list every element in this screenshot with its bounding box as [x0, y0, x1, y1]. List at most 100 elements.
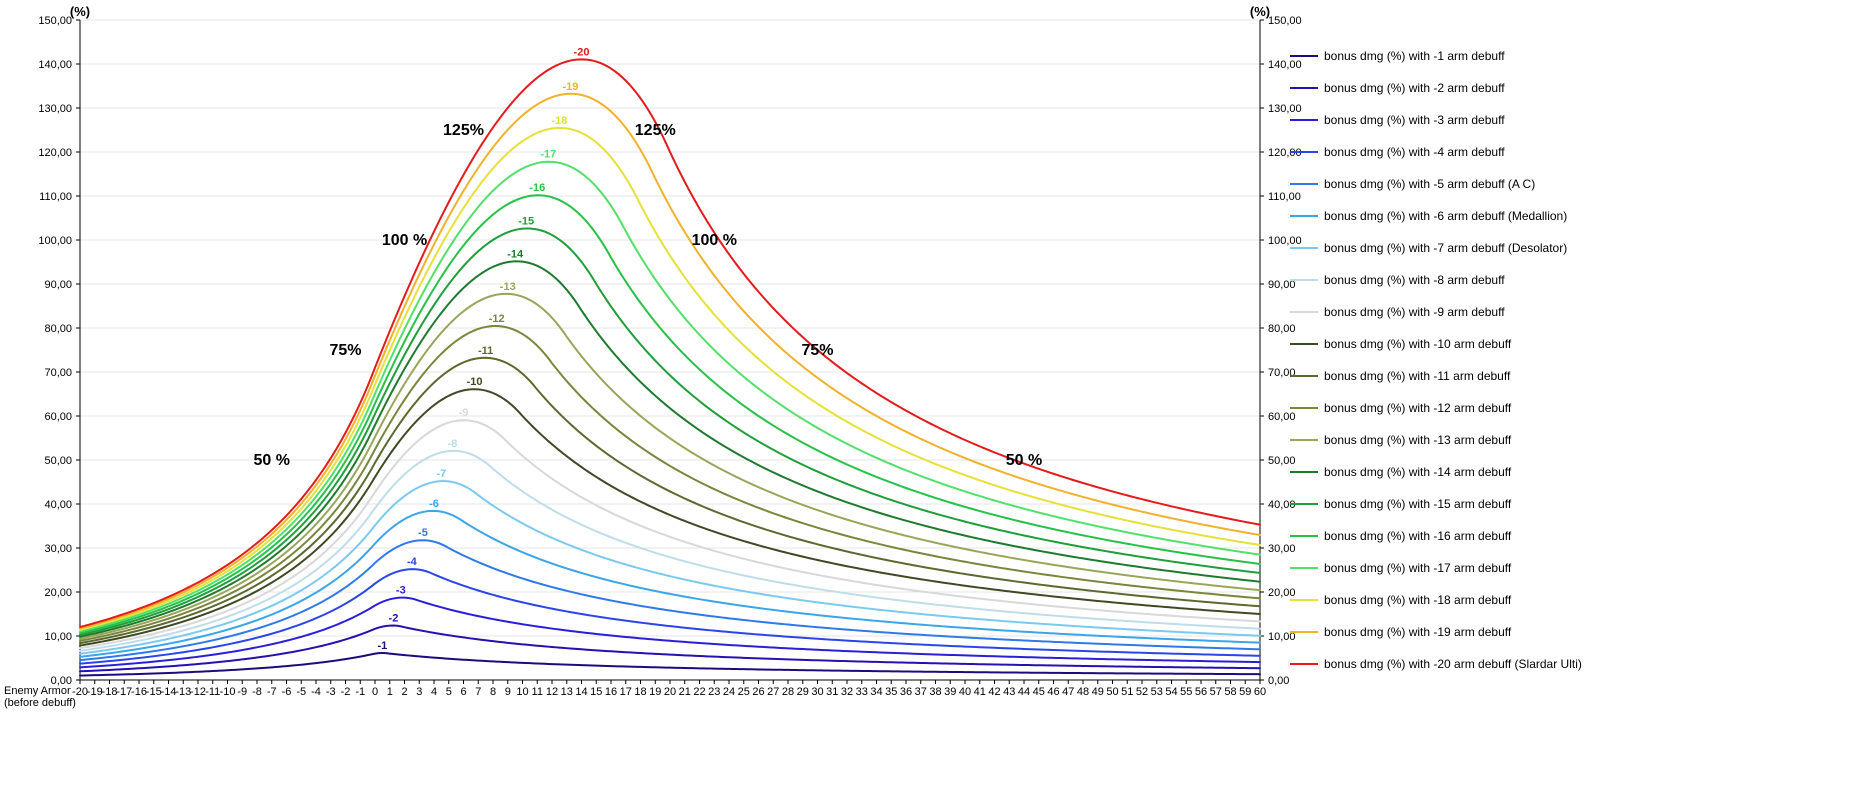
legend-swatch — [1290, 535, 1318, 537]
svg-text:120,00: 120,00 — [38, 147, 72, 159]
svg-text:57: 57 — [1210, 686, 1222, 698]
svg-text:2: 2 — [401, 686, 407, 698]
svg-text:29: 29 — [797, 686, 809, 698]
legend-item: bonus dmg (%) with -7 arm debuff (Desola… — [1290, 232, 1850, 264]
svg-text:Enemy Armor: Enemy Armor — [4, 685, 71, 697]
svg-text:60,00: 60,00 — [44, 411, 72, 423]
svg-text:20: 20 — [664, 686, 676, 698]
svg-text:44: 44 — [1018, 686, 1030, 698]
svg-text:10,00: 10,00 — [44, 631, 72, 643]
series-peak-label-7: -7 — [436, 468, 446, 480]
series-peak-label-11: -11 — [478, 345, 493, 357]
svg-text:5: 5 — [446, 686, 452, 698]
legend-label: bonus dmg (%) with -10 arm debuff — [1324, 337, 1511, 351]
svg-text:13: 13 — [561, 686, 573, 698]
legend-swatch — [1290, 407, 1318, 409]
svg-text:-15: -15 — [146, 686, 162, 698]
svg-text:27: 27 — [767, 686, 779, 698]
svg-text:150,00: 150,00 — [1268, 15, 1302, 27]
legend-label: bonus dmg (%) with -6 arm debuff (Medall… — [1324, 209, 1567, 223]
svg-text:23: 23 — [708, 686, 720, 698]
svg-text:-17: -17 — [116, 686, 132, 698]
legend-item: bonus dmg (%) with -5 arm debuff (A C) — [1290, 168, 1850, 200]
svg-text:4: 4 — [431, 686, 437, 698]
svg-text:18: 18 — [634, 686, 646, 698]
legend-swatch — [1290, 215, 1318, 217]
legend-item: bonus dmg (%) with -15 arm debuff — [1290, 488, 1850, 520]
svg-text:100,00: 100,00 — [38, 235, 72, 247]
legend-label: bonus dmg (%) with -14 arm debuff — [1324, 465, 1511, 479]
svg-text:-9: -9 — [237, 686, 247, 698]
svg-text:16: 16 — [605, 686, 617, 698]
series-peak-label-19: -19 — [562, 81, 578, 93]
legend-label: bonus dmg (%) with -3 arm debuff — [1324, 113, 1505, 127]
svg-text:-2: -2 — [341, 686, 351, 698]
svg-text:(%): (%) — [1250, 4, 1270, 19]
svg-text:-10: -10 — [220, 686, 236, 698]
svg-text:17: 17 — [620, 686, 632, 698]
series-peak-label-6: -6 — [429, 498, 439, 510]
legend-item: bonus dmg (%) with -12 arm debuff — [1290, 392, 1850, 424]
legend-item: bonus dmg (%) with -11 arm debuff — [1290, 360, 1850, 392]
svg-text:(before debuff): (before debuff) — [4, 697, 76, 709]
legend-label: bonus dmg (%) with -9 arm debuff — [1324, 305, 1505, 319]
svg-text:-13: -13 — [175, 686, 191, 698]
legend-item: bonus dmg (%) with -4 arm debuff — [1290, 136, 1850, 168]
legend-label: bonus dmg (%) with -15 arm debuff — [1324, 497, 1511, 511]
svg-text:53: 53 — [1151, 686, 1163, 698]
legend-item: bonus dmg (%) with -20 arm debuff (Slard… — [1290, 648, 1850, 680]
legend-item: bonus dmg (%) with -2 arm debuff — [1290, 72, 1850, 104]
svg-text:14: 14 — [575, 686, 587, 698]
svg-text:7: 7 — [475, 686, 481, 698]
legend-swatch — [1290, 279, 1318, 281]
svg-text:-1: -1 — [355, 686, 365, 698]
svg-text:-5: -5 — [296, 686, 306, 698]
svg-text:-11: -11 — [205, 686, 220, 698]
legend-swatch — [1290, 119, 1318, 121]
reference-label: 50 % — [1006, 452, 1042, 469]
svg-text:(%): (%) — [70, 4, 90, 19]
svg-text:20,00: 20,00 — [44, 587, 72, 599]
legend-item: bonus dmg (%) with -1 arm debuff — [1290, 40, 1850, 72]
legend-label: bonus dmg (%) with -12 arm debuff — [1324, 401, 1511, 415]
svg-text:33: 33 — [856, 686, 868, 698]
legend-label: bonus dmg (%) with -11 arm debuff — [1324, 369, 1510, 383]
svg-text:10: 10 — [516, 686, 528, 698]
legend-label: bonus dmg (%) with -7 arm debuff (Desola… — [1324, 241, 1567, 255]
svg-text:31: 31 — [826, 686, 838, 698]
series-line-4 — [80, 569, 1260, 663]
legend-label: bonus dmg (%) with -19 arm debuff — [1324, 625, 1511, 639]
series-line-20 — [80, 59, 1260, 627]
series-peak-label-15: -15 — [518, 215, 534, 227]
svg-text:40,00: 40,00 — [44, 499, 72, 511]
svg-text:-4: -4 — [311, 686, 321, 698]
svg-text:36: 36 — [900, 686, 912, 698]
series-peak-label-9: -9 — [459, 407, 469, 419]
svg-text:0: 0 — [372, 686, 378, 698]
legend-label: bonus dmg (%) with -16 arm debuff — [1324, 529, 1511, 543]
svg-text:24: 24 — [723, 686, 735, 698]
svg-text:9: 9 — [505, 686, 511, 698]
svg-text:-14: -14 — [161, 686, 177, 698]
legend-swatch — [1290, 87, 1318, 89]
svg-text:21: 21 — [679, 686, 691, 698]
svg-text:110,00: 110,00 — [39, 191, 72, 203]
series-peak-label-12: -12 — [489, 313, 505, 325]
legend-item: bonus dmg (%) with -6 arm debuff (Medall… — [1290, 200, 1850, 232]
series-peak-label-20: -20 — [574, 46, 590, 58]
legend-swatch — [1290, 55, 1318, 57]
svg-text:11: 11 — [532, 686, 543, 698]
reference-label: 125% — [443, 122, 484, 139]
svg-text:-6: -6 — [282, 686, 292, 698]
legend-label: bonus dmg (%) with -2 arm debuff — [1324, 81, 1505, 95]
svg-text:28: 28 — [782, 686, 794, 698]
svg-text:6: 6 — [460, 686, 466, 698]
series-peak-label-13: -13 — [500, 281, 516, 293]
svg-text:15: 15 — [590, 686, 602, 698]
svg-text:37: 37 — [915, 686, 927, 698]
series-line-2 — [80, 626, 1260, 672]
legend-item: bonus dmg (%) with -13 arm debuff — [1290, 424, 1850, 456]
svg-text:49: 49 — [1092, 686, 1104, 698]
legend-swatch — [1290, 343, 1318, 345]
svg-text:-8: -8 — [252, 686, 262, 698]
